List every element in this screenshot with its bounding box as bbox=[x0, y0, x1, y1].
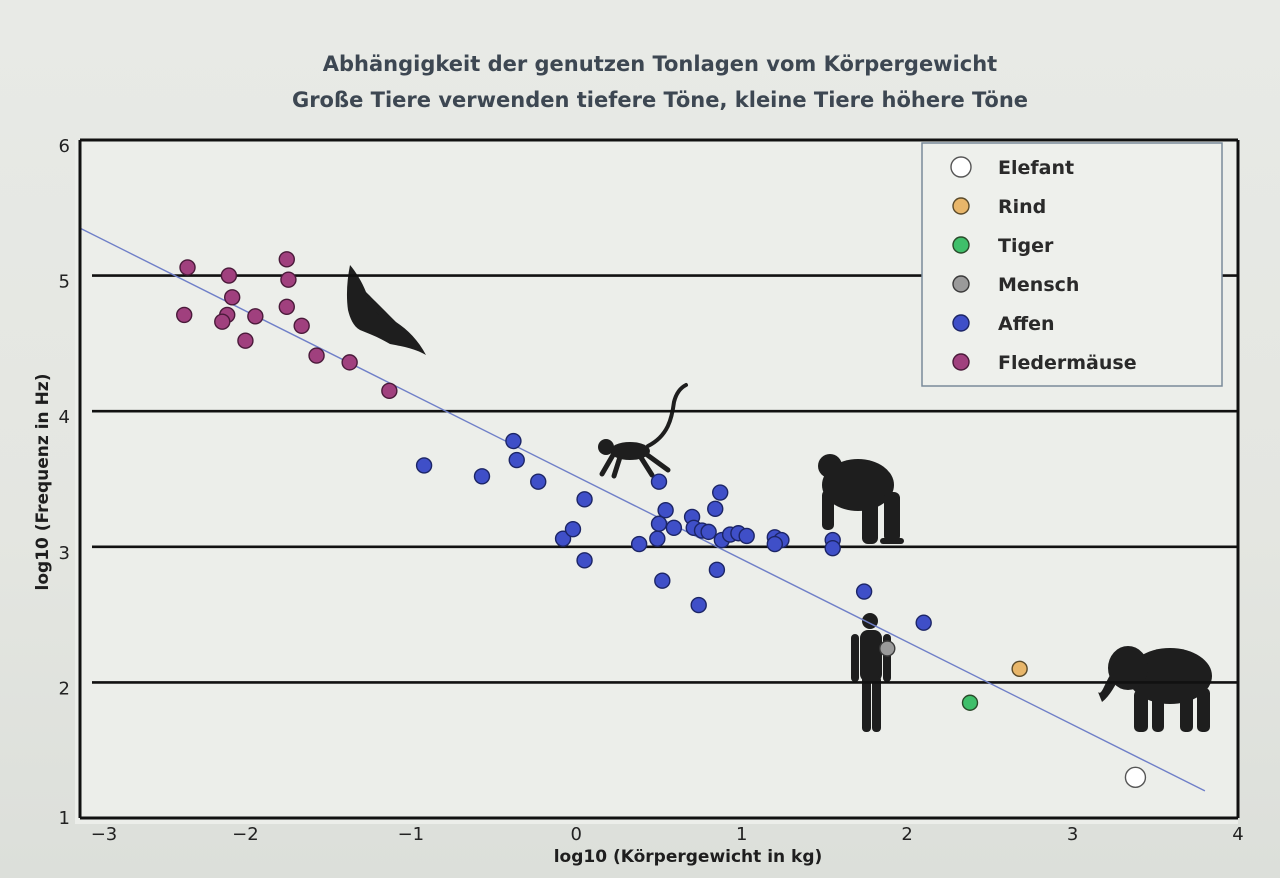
data-point bbox=[341, 354, 358, 371]
data-point bbox=[564, 520, 582, 538]
y-tick-label: 6 bbox=[59, 136, 70, 157]
y-tick-label: 4 bbox=[59, 407, 70, 428]
data-point bbox=[278, 298, 295, 315]
data-point bbox=[915, 614, 932, 631]
data-point bbox=[179, 259, 196, 276]
trend-line bbox=[79, 227, 1206, 792]
legend-marker bbox=[952, 353, 970, 371]
data-point bbox=[530, 473, 547, 490]
legend-box bbox=[921, 142, 1223, 387]
x-tick-label: −1 bbox=[398, 824, 425, 845]
data-point bbox=[657, 501, 674, 519]
chart-subtitle: Große Tiere verwenden tiefere Töne, klei… bbox=[291, 88, 1029, 112]
y-tick-label: 5 bbox=[59, 272, 70, 293]
data-point bbox=[1011, 660, 1028, 678]
elephant-silhouette-icon bbox=[1098, 646, 1212, 732]
data-point bbox=[650, 473, 668, 490]
y-tick-label: 1 bbox=[59, 808, 70, 829]
y-axis-label: log10 (Frequenz in Hz) bbox=[33, 374, 53, 591]
data-point bbox=[961, 694, 979, 711]
legend-label: Elefant bbox=[998, 157, 1074, 179]
x-axis-label: log10 (Körpergewicht in kg) bbox=[554, 847, 823, 867]
monkey-silhouette-icon bbox=[598, 383, 688, 479]
data-point bbox=[738, 527, 755, 545]
legend-label: Fledermäuse bbox=[998, 352, 1137, 374]
x-tick-label: −3 bbox=[91, 824, 118, 845]
legend: Elefant Rind Tiger Mensch Affen Fledermäuse bbox=[921, 142, 1223, 387]
data-point bbox=[308, 347, 325, 364]
data-point bbox=[855, 583, 873, 600]
data-point bbox=[214, 313, 231, 330]
data-point bbox=[824, 539, 841, 557]
data-point bbox=[554, 530, 572, 547]
x-tick-label: 3 bbox=[1067, 824, 1078, 845]
data-point bbox=[280, 271, 297, 288]
legend-label: Affen bbox=[998, 313, 1055, 335]
legend-label: Mensch bbox=[998, 274, 1079, 296]
legend-marker bbox=[950, 156, 972, 178]
x-tick-label: 2 bbox=[901, 824, 912, 845]
data-point bbox=[654, 572, 671, 589]
data-point bbox=[223, 289, 241, 306]
data-point bbox=[176, 306, 193, 324]
data-point bbox=[712, 484, 729, 501]
data-point bbox=[1124, 766, 1147, 789]
data-point bbox=[650, 515, 668, 532]
x-tick-label: 1 bbox=[736, 824, 747, 845]
data-point bbox=[879, 640, 896, 657]
data-point bbox=[247, 308, 264, 325]
data-point bbox=[690, 596, 707, 614]
data-point bbox=[473, 468, 491, 485]
x-tick-label: 4 bbox=[1232, 824, 1243, 845]
legend-label: Tiger bbox=[998, 235, 1054, 257]
chart-title: Abhängigkeit der genutzen Tonlagen vom K… bbox=[322, 52, 998, 76]
legend-label: Rind bbox=[998, 196, 1046, 218]
data-point bbox=[381, 382, 398, 400]
legend-marker bbox=[952, 197, 970, 215]
data-point bbox=[237, 332, 254, 349]
data-point bbox=[293, 317, 310, 334]
data-point bbox=[665, 519, 683, 537]
data-point bbox=[278, 251, 295, 268]
data-point bbox=[508, 451, 525, 469]
data-point bbox=[707, 500, 724, 518]
y-tick-label: 3 bbox=[59, 543, 70, 564]
legend-marker bbox=[952, 314, 970, 332]
data-point bbox=[766, 535, 783, 553]
legend-marker bbox=[952, 236, 970, 254]
legend-marker bbox=[952, 275, 970, 293]
chimpanzee-silhouette-icon bbox=[818, 454, 904, 544]
data-point bbox=[649, 530, 666, 547]
data-point bbox=[576, 552, 593, 569]
y-tick-label: 2 bbox=[59, 678, 70, 699]
data-point bbox=[708, 561, 726, 579]
x-tick-label: −2 bbox=[232, 824, 259, 845]
data-point bbox=[630, 535, 648, 553]
data-point bbox=[415, 457, 433, 474]
x-tick-label: 0 bbox=[571, 824, 582, 845]
data-point bbox=[220, 267, 238, 284]
data-point bbox=[700, 523, 717, 541]
bat-silhouette-icon bbox=[346, 265, 426, 355]
data-point bbox=[576, 491, 593, 508]
data-point bbox=[505, 432, 522, 450]
